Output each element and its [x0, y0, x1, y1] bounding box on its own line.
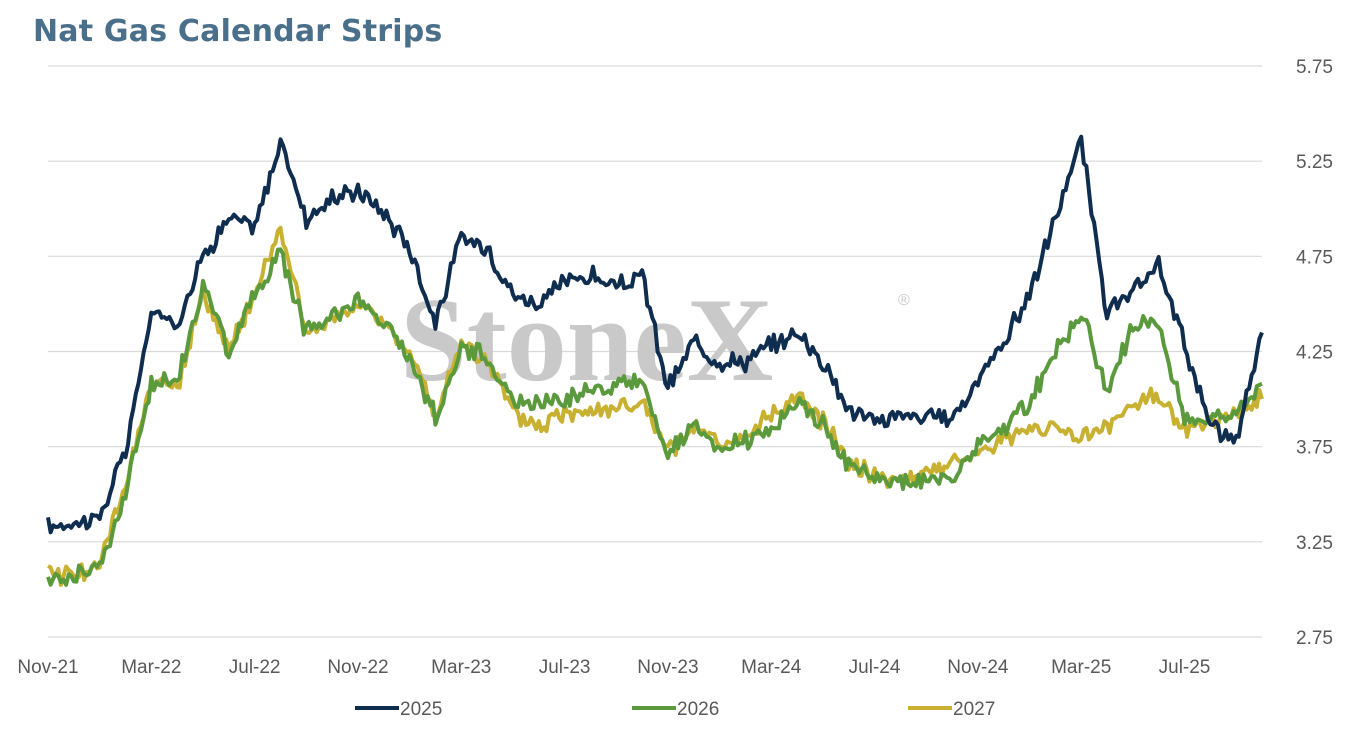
- watermark-registered-mark: ®: [898, 292, 910, 309]
- x-tick-label: Mar-22: [121, 657, 181, 678]
- y-tick-label: 2.75: [1296, 628, 1333, 649]
- chart-title: Nat Gas Calendar Strips: [33, 14, 443, 49]
- series-lines: [46, 134, 1264, 587]
- y-tick-label: 4.75: [1296, 247, 1333, 268]
- x-tick-label: Nov-24: [947, 657, 1009, 678]
- x-axis-ticks: Nov-21 Mar-22 Jul-22 Nov-22 Mar-23 Jul-23 Nov-…: [17, 657, 1210, 678]
- legend-label-2025: 2025: [400, 699, 442, 720]
- x-tick-label: Jul-25: [1159, 657, 1211, 678]
- x-tick-label: Jul-24: [849, 657, 901, 678]
- y-tick-label: 3.75: [1296, 438, 1333, 459]
- x-tick-label: Nov-22: [327, 657, 388, 678]
- y-tick-label: 5.25: [1296, 152, 1333, 173]
- legend-label-2027: 2027: [953, 699, 995, 720]
- x-tick-label: Nov-23: [637, 657, 698, 678]
- x-tick-label: Nov-21: [17, 657, 78, 678]
- y-tick-label: 3.25: [1296, 533, 1333, 554]
- gridlines: [48, 65, 1262, 638]
- y-tick-label: 5.75: [1296, 57, 1333, 78]
- x-tick-label: Jul-23: [539, 657, 591, 678]
- x-tick-label: Jul-22: [229, 657, 281, 678]
- x-tick-label: Mar-24: [741, 657, 802, 678]
- legend-label-2026: 2026: [677, 699, 719, 720]
- x-tick-label: Mar-25: [1051, 657, 1111, 678]
- series-line-2026: [46, 247, 1263, 587]
- y-tick-label: 4.25: [1296, 343, 1333, 364]
- series-line-2025: [46, 134, 1264, 535]
- legend: 2025 2026 2027: [355, 699, 995, 720]
- y-axis-ticks: 5.75 5.25 4.75 4.25 3.75 3.25 2.75: [1296, 57, 1333, 649]
- x-tick-label: Mar-23: [431, 657, 491, 678]
